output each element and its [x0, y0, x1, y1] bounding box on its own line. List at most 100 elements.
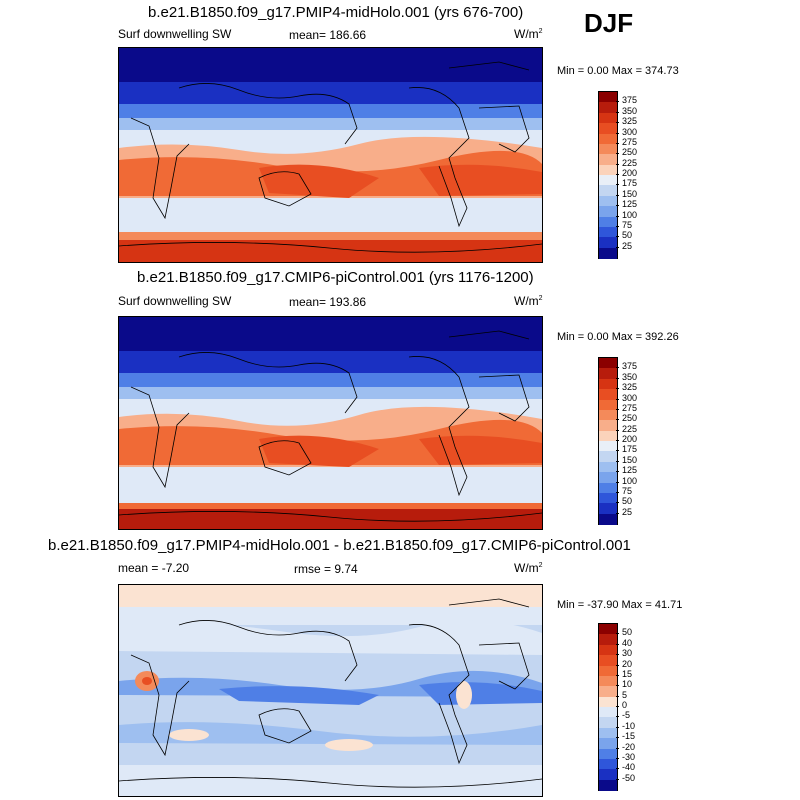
panel-3-colorbar-swatch	[599, 675, 617, 687]
panel-2-colorbar-label: 150	[622, 454, 638, 465]
panel-3-colorbar-label: 50	[622, 627, 633, 638]
panel-1-colorbar-label: 275	[622, 136, 638, 147]
panel-2-colorbar-tick	[616, 460, 619, 462]
panel-3-colorbar-label: 15	[622, 668, 633, 679]
panel-1-colorbar-label: 50	[622, 230, 633, 241]
panel-3-colorbar-tick	[616, 768, 619, 770]
panel-3-colorbar-tick	[616, 695, 619, 697]
panel-1-colorbar-swatch	[599, 92, 617, 103]
panel-3-colorbar-swatch	[599, 634, 617, 646]
panel-1-colorbar-swatch	[599, 133, 617, 145]
panel-1-colorbar-label: 75	[622, 219, 633, 230]
panel-1-colorbar-label: 250	[622, 147, 638, 158]
panel-2-colorbar-label: 325	[622, 382, 638, 393]
panel-2-colorbar	[598, 357, 618, 525]
panel-3-colorbar-tick	[616, 674, 619, 676]
panel-2-colorbar-tick	[616, 440, 619, 441]
panel-3-map	[118, 584, 543, 797]
panel-3-colorbar-label: 40	[622, 637, 633, 648]
panel-3-colorbar-label: 30	[622, 648, 633, 659]
panel-3-colorbar-label: 5	[622, 689, 628, 700]
panel-1-colorbar-label: 225	[622, 157, 638, 168]
panel-3-colorbar-swatch	[599, 686, 617, 698]
panel-2-colorbar-swatch	[599, 461, 617, 473]
panel-3-colorbar-label: 0	[622, 700, 628, 710]
panel-3-colorbar-labels: 50 40 30 20 15 10 5 0 -5 -10 -15 -20 -30 -40 -50	[598, 623, 658, 789]
panel-2-colorbar-label: 100	[622, 475, 638, 486]
panel-1-colorbar-swatch	[599, 123, 617, 134]
panel-1-colorbar-label: 25	[622, 240, 633, 251]
panel-1-colorbar-swatch	[599, 237, 617, 249]
panel-1-variable-label: Surf downwelling SW	[118, 27, 232, 41]
panel-1-map	[118, 47, 543, 263]
panel-2-colorbar-tick	[616, 377, 619, 379]
panel-1-colorbar-tick	[616, 122, 619, 124]
panel-1-colorbar-tick	[616, 174, 619, 175]
panel-3-colorbar-tick	[616, 726, 619, 728]
panel-3-colorbar-swatch	[599, 758, 617, 770]
panel-3-colorbar-label: -50	[622, 772, 636, 783]
panel-2-colorbar-swatch	[599, 389, 617, 400]
panel-1-colorbar-swatch	[599, 206, 617, 217]
panel-1-colorbar-tick	[616, 111, 619, 113]
panel-2-colorbar-label: 350	[622, 371, 638, 382]
panel-3-colorbar-label: 20	[622, 658, 633, 669]
panel-3-colorbar-swatch	[599, 738, 617, 749]
panel-3-units: W/m2	[514, 561, 543, 575]
panel-3-colorbar-tick	[616, 654, 619, 656]
panel-2-colorbar-swatch	[599, 430, 617, 442]
panel-2-colorbar-swatch	[599, 368, 617, 380]
panel-3-colorbar-tick	[616, 757, 619, 759]
panel-1-colorbar-tick	[616, 163, 619, 165]
panel-3-colorbar-swatch	[599, 748, 617, 760]
panel-3-mean-label: mean = -7.20	[118, 561, 190, 575]
panel-2-colorbar-label: 50	[622, 496, 633, 507]
panel-2-colorbar-swatch	[599, 378, 617, 390]
panel-2-colorbar-tick	[616, 398, 619, 400]
panel-3-colorbar-label: -5	[622, 710, 631, 721]
panel-3-colorbar	[598, 623, 618, 791]
panel-2-colorbar-label: 375	[622, 361, 638, 372]
panel-2-colorbar-label: 175	[622, 444, 638, 455]
panel-2-units: W/m2	[514, 294, 543, 308]
panel-1-colorbar-swatch	[599, 102, 617, 114]
panel-1-colorbar-labels: 375 350 325 300 275 250 225 200 175 150 125 100 75 50…	[598, 91, 658, 257]
panel-3-colorbar-swatch	[599, 644, 617, 656]
panel-1-colorbar-label: 325	[622, 116, 638, 127]
panel-1-colorbar-swatch	[599, 112, 617, 124]
panel-2-colorbar-swatch	[599, 482, 617, 494]
panel-2-colorbar-label: 250	[622, 413, 638, 424]
panel-3-title: b.e21.B1850.f09_g17.PMIP4-midHolo.001 - …	[48, 537, 631, 554]
panel-3-colorbar-swatch	[599, 624, 617, 635]
panel-1-colorbar-swatch	[599, 226, 617, 238]
panel-3-colorbar-label: -20	[622, 741, 636, 752]
panel-1-colorbar-tick	[616, 142, 619, 144]
panel-2-colorbar-label: 25	[622, 506, 633, 517]
panel-2-colorbar-label: 300	[622, 392, 638, 403]
panel-1-colorbar-tick	[616, 236, 619, 238]
panel-1-minmax: Min = 0.00 Max = 374.73	[557, 65, 679, 77]
panel-2-variable-label: Surf downwelling SW	[118, 294, 232, 308]
panel-1-colorbar-tick	[616, 194, 619, 196]
panel-2-colorbar-tick	[616, 502, 619, 504]
panel-3-colorbar-label: 10	[622, 679, 633, 690]
panel-2-colorbar-swatch	[599, 513, 617, 525]
panel-1-colorbar-label: 100	[622, 209, 638, 220]
panel-1-colorbar-tick	[616, 246, 619, 248]
season-label: DJF	[584, 8, 634, 38]
panel-2-colorbar-swatch	[599, 420, 617, 432]
panel-1-colorbar-swatch	[599, 247, 617, 259]
panel-3-colorbar-swatch	[599, 707, 617, 718]
panel-2-minmax: Min = 0.00 Max = 392.26	[557, 331, 679, 343]
panel-2-map	[118, 316, 543, 530]
panel-2-colorbar-swatch	[599, 492, 617, 504]
panel-3-colorbar-tick	[616, 716, 619, 718]
panel-2-colorbar-tick	[616, 481, 619, 483]
panel-2-colorbar-tick	[616, 419, 619, 421]
panel-3-colorbar-swatch	[599, 779, 617, 791]
panel-2-colorbar-tick	[616, 408, 619, 410]
panel-1-colorbar-label: 300	[622, 126, 638, 137]
panel-2-colorbar-tick	[616, 512, 619, 514]
panel-3-colorbar-tick	[616, 737, 619, 739]
panel-1-colorbar-label: 175	[622, 178, 638, 189]
